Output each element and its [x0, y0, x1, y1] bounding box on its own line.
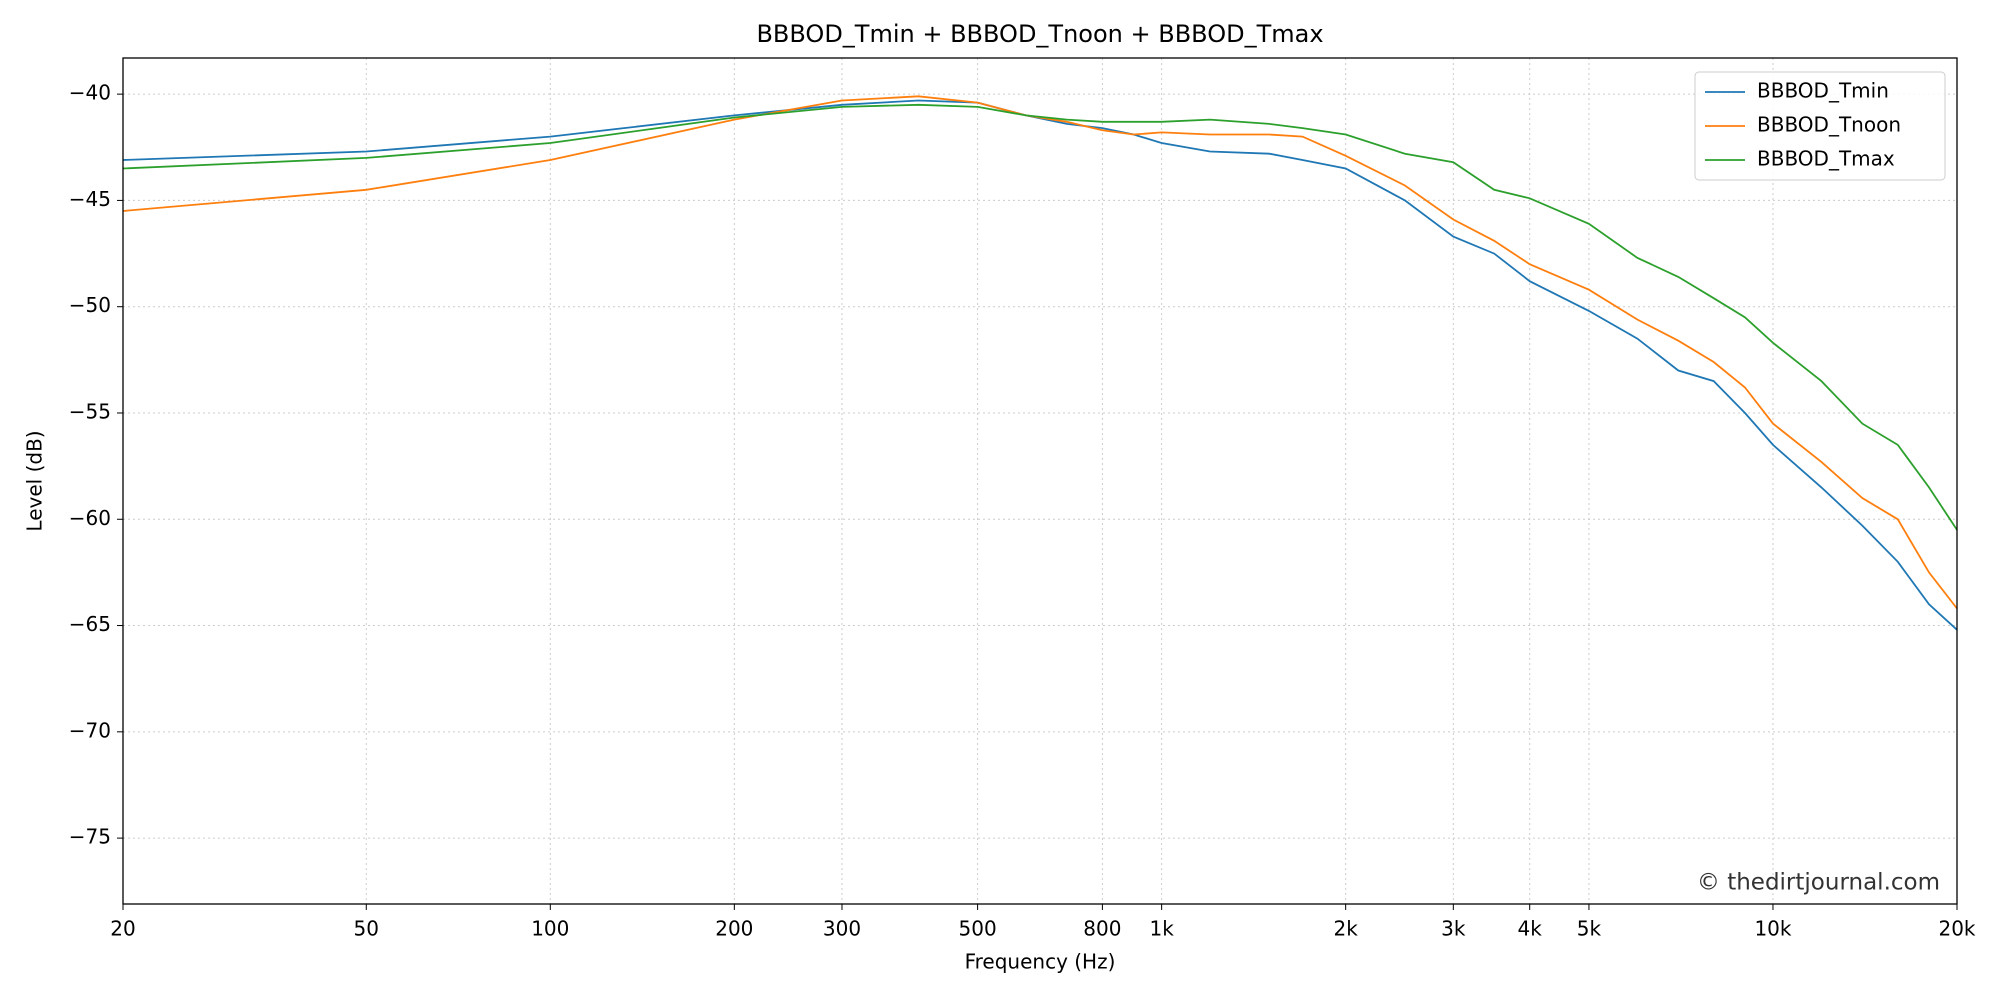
- legend-box: [1694, 71, 1946, 181]
- legend-label: BBBOD_Tnoon: [1757, 113, 1901, 137]
- x-tick-label: 2k: [1334, 917, 1359, 941]
- y-tick-label: −75: [69, 825, 111, 849]
- y-tick-label: −65: [69, 612, 111, 636]
- x-tick-label: 300: [823, 917, 861, 941]
- y-axis-label: Level (dB): [23, 430, 47, 531]
- legend-label: BBBOD_Tmax: [1757, 147, 1895, 171]
- y-tick-label: −55: [69, 399, 111, 423]
- y-tick-label: −50: [69, 293, 111, 317]
- x-axis-label: Frequency (Hz): [965, 950, 1116, 974]
- legend: BBBOD_Tmin BBBOD_Tnoon BBBOD_Tmax: [1694, 71, 1946, 181]
- y-tick-label: −40: [69, 81, 111, 105]
- series-line: [122, 99, 1958, 631]
- y-tick-label: −45: [69, 187, 111, 211]
- y-tick-label: −60: [69, 506, 111, 530]
- watermark: © thedirtjournal.com: [1697, 870, 1940, 896]
- series-line: [122, 95, 1958, 610]
- x-tick-label: 10k: [1754, 917, 1791, 941]
- y-tick-label: −70: [69, 718, 111, 742]
- chart-title: BBBOD_Tmin + BBBOD_Tnoon + BBBOD_Tmax: [756, 20, 1323, 48]
- x-tick-label: 3k: [1441, 917, 1466, 941]
- legend-label: BBBOD_Tmin: [1757, 79, 1889, 103]
- x-tick-label: 100: [531, 917, 569, 941]
- x-tick-label: 50: [354, 917, 379, 941]
- x-tick-label: 20k: [1938, 917, 1975, 941]
- x-tick-label: 1k: [1149, 917, 1174, 941]
- x-tick-label: 500: [959, 917, 997, 941]
- x-tick-label: 200: [715, 917, 753, 941]
- x-tick-label: 20: [110, 917, 135, 941]
- x-tick-label: 5k: [1577, 917, 1602, 941]
- x-tick-label: 4k: [1518, 917, 1543, 941]
- series-line: [122, 103, 1958, 531]
- axes-frame: [122, 57, 1958, 905]
- x-tick-label: 800: [1083, 917, 1121, 941]
